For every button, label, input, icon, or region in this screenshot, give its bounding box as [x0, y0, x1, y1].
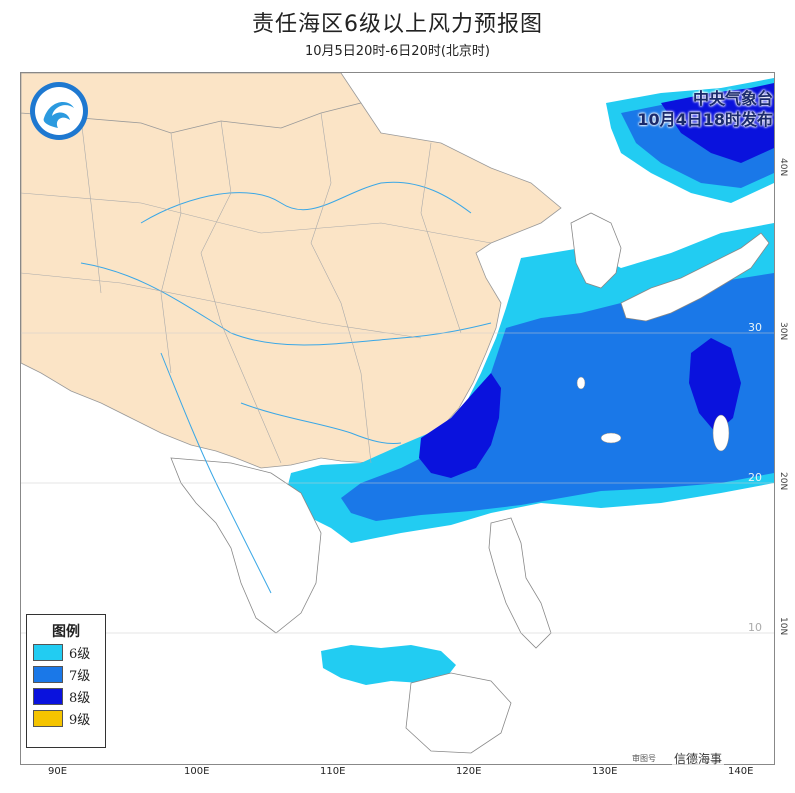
page-subtitle: 10月5日20时-6日20时(北京时) [304, 44, 490, 59]
pearl-river [240, 402, 402, 444]
issue-time: 10月4日18时发布 [637, 110, 773, 129]
lat-label-40n: 40N [778, 158, 788, 177]
cma-logo-icon [30, 82, 88, 140]
legend-label: 7级 [69, 668, 91, 684]
legend-swatch [33, 665, 63, 683]
legend-label: 8级 [69, 690, 91, 706]
lat-label-10n: 10N [778, 617, 788, 636]
legend-item: 8级 [33, 685, 105, 707]
legend: 图例 6级 7级 8级 9级 [26, 614, 106, 748]
legend-title: 图例 [52, 624, 80, 640]
forecast-map [21, 73, 774, 754]
lon-label-100e: 100E [184, 766, 210, 777]
legend-swatch [33, 687, 63, 705]
legend-item: 6级 [33, 641, 105, 663]
inner-lat-30: 30 [748, 321, 762, 334]
inner-lat-10: 10 [748, 621, 762, 634]
legend-item: 9级 [33, 707, 105, 729]
japan-land [620, 232, 770, 322]
page-title: 责任海区6级以上风力预报图 [252, 12, 543, 37]
lon-label-90e: 90E [48, 766, 68, 777]
legend-item: 7级 [33, 663, 105, 685]
wind-zone-8-east [689, 338, 741, 433]
small-islands [576, 376, 730, 452]
wind-zone-6-south [321, 645, 456, 685]
map-frame: 30 20 10 [20, 72, 775, 765]
legend-swatch [33, 643, 63, 661]
wind-zone-8-north [661, 83, 774, 163]
issuer-name: 中央气象台 [692, 89, 773, 108]
korea-land [570, 212, 622, 289]
inner-lat-20: 20 [748, 471, 762, 484]
mekong-river [160, 352, 272, 594]
wind-zone-8-strait [419, 373, 501, 478]
lat-label-20n: 20N [778, 472, 788, 491]
legend-label: 9级 [69, 712, 91, 728]
lon-label-120e: 120E [456, 766, 482, 777]
yellow-river [140, 181, 472, 224]
province-borders [21, 112, 492, 464]
legend-swatch [33, 709, 63, 727]
issuer-block: 中央气象台 10月4日18时发布 [637, 88, 773, 130]
lon-label-140e: 140E [728, 766, 754, 777]
watermark-credit: 信德海事 [672, 750, 725, 767]
philippines-land [488, 517, 552, 649]
lon-label-110e: 110E [320, 766, 346, 777]
legend-label: 6级 [69, 646, 91, 662]
lon-label-130e: 130E [592, 766, 618, 777]
lat-label-30n: 30N [778, 322, 788, 341]
map-approval-label: 审图号 [632, 754, 656, 763]
borneo-land [405, 672, 512, 754]
graticule [21, 332, 774, 634]
yangtze-river [80, 262, 492, 346]
